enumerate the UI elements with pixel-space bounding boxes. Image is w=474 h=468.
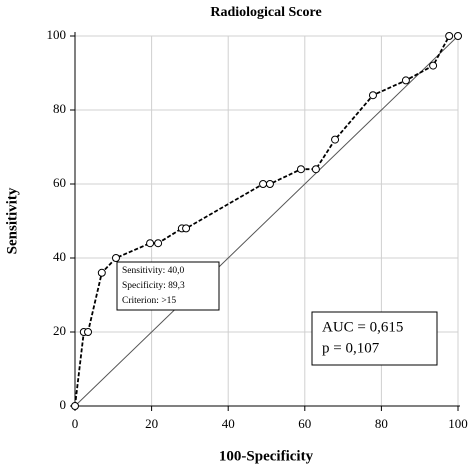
x-tick-label: 20 [145, 416, 158, 431]
chart-title: Radiological Score [210, 5, 321, 20]
x-tick-label: 60 [298, 416, 311, 431]
data-point [259, 180, 268, 188]
data-point [97, 268, 106, 277]
data-point [401, 76, 410, 85]
y-tick-label: 80 [53, 101, 66, 116]
y-tick-label: 40 [53, 249, 66, 264]
data-point [84, 328, 93, 336]
stats-text: p = 0,107 [322, 340, 380, 356]
data-point [445, 32, 454, 40]
stats-text: AUC = 0,615 [322, 319, 403, 335]
callout-text: Sensitivity: 40,0 [122, 266, 185, 276]
x-tick-label: 0 [72, 416, 79, 431]
x-tick-label: 100 [448, 416, 468, 431]
data-point [146, 239, 155, 248]
data-point [429, 61, 438, 70]
x-axis-label: 100-Specificity [219, 448, 314, 464]
data-point [265, 180, 274, 188]
callout-box [116, 261, 220, 311]
data-point [368, 91, 377, 100]
y-tick-label: 60 [53, 175, 66, 190]
y-tick-label: 0 [60, 397, 67, 412]
data-point [296, 165, 305, 174]
callout-text: Specificity: 89,3 [122, 280, 185, 291]
data-point [311, 165, 320, 174]
data-point [111, 254, 120, 262]
y-tick-label: 100 [47, 27, 67, 42]
y-tick-label: 20 [53, 323, 66, 338]
y-axis-label: Sensitivity [4, 187, 20, 254]
data-point [71, 402, 79, 410]
callout-text: Criterion: >15 [122, 296, 176, 306]
data-point [182, 224, 191, 233]
data-point [331, 135, 340, 144]
x-tick-label: 40 [222, 416, 235, 431]
stats-box [311, 311, 438, 366]
reference-line [74, 35, 459, 407]
x-tick-label: 80 [375, 416, 388, 431]
data-point [154, 239, 163, 248]
data-point [454, 32, 462, 40]
